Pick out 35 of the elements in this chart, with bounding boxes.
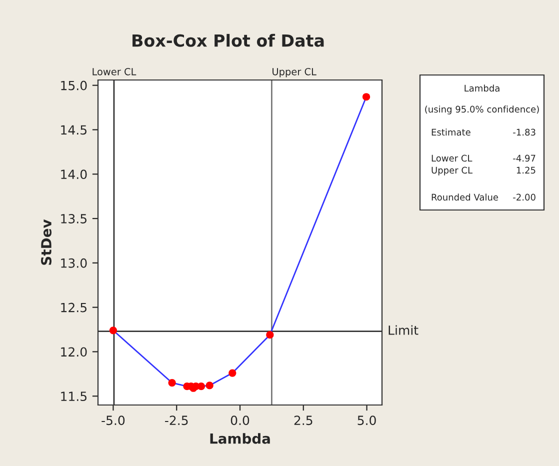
text: Lower CL: [432, 154, 472, 162]
x-tick-label: -5.0: [102, 416, 125, 426]
y-tick-label: 14.5: [61, 125, 86, 135]
text: Estimate: [432, 128, 470, 136]
y-tick-label: 12.0: [61, 347, 87, 357]
y-tick-label: 14.0: [61, 170, 87, 180]
y-tick-label: 11.5: [61, 392, 86, 402]
y-axis-title: StDev: [41, 219, 52, 265]
text: 1.25: [516, 166, 536, 174]
text: Upper CL: [432, 166, 472, 176]
ref-line-label: Lower CL: [92, 68, 136, 76]
text: -4.97: [513, 154, 536, 162]
ref-line-label: Limit: [388, 325, 418, 335]
x-tick-label: 5.0: [358, 416, 376, 426]
point: [266, 331, 274, 339]
x-axis-title: Lambda: [210, 433, 270, 444]
x-tick-label: -2.5: [165, 416, 188, 426]
text: (using 95.0% confidence): [425, 106, 539, 114]
text: -1.83: [513, 128, 536, 136]
y-tick-label: 12.5: [61, 302, 86, 312]
point: [362, 93, 370, 101]
x-tick-label: 0.0: [230, 416, 250, 426]
y-tick-label: 15.0: [61, 80, 87, 90]
point: [228, 369, 236, 377]
point: [168, 378, 176, 387]
y-tick-label: 13.5: [61, 214, 86, 224]
ref-line-label: Upper CL: [272, 68, 316, 78]
point: [109, 326, 118, 334]
text: Lambda: [464, 84, 500, 92]
chart-title: Box-Cox Plot of Data: [132, 34, 324, 47]
text: -2.00: [513, 194, 536, 201]
y-tick-label: 13.0: [61, 258, 87, 268]
text: Rounded Value: [432, 194, 498, 201]
point: [206, 382, 214, 390]
x-tick-label: 2.5: [294, 416, 312, 426]
